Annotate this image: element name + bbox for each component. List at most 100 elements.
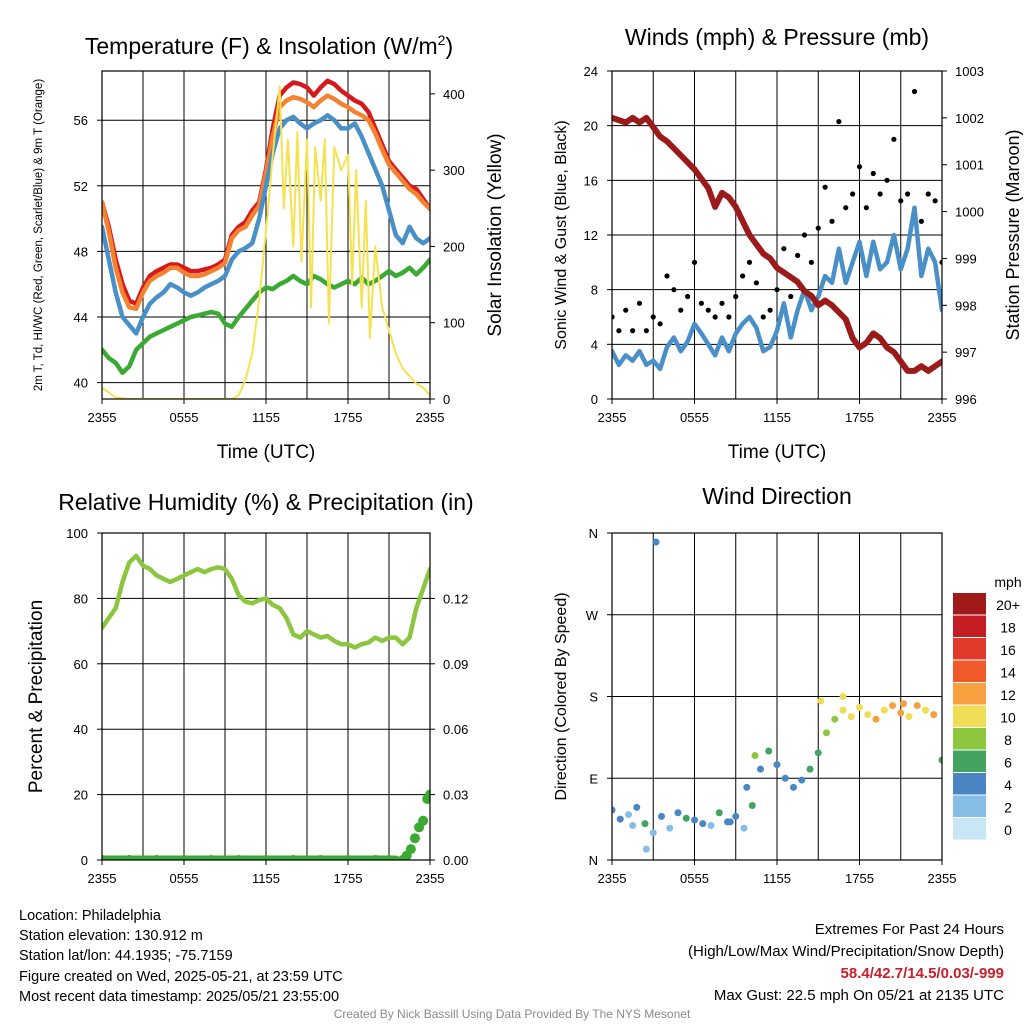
wind_gust-point [905,191,911,197]
wind_gust-point [630,328,636,334]
y-tick-label: N [589,526,598,541]
wind_speed-line [612,205,942,372]
x-tick-label: 1755 [334,410,363,425]
wind_gust-point [705,307,711,313]
temp_9m-line [102,93,430,312]
legend-swatch [953,795,986,817]
x-tick-label: 1155 [763,871,791,886]
solar-line [102,85,430,399]
x-tick-label: 0555 [170,410,199,425]
y-tick-label: N [589,853,598,868]
x-tick-label: 0555 [680,871,709,886]
y-tick-label: 8 [591,283,598,298]
direction-point [839,693,847,700]
direction-point [814,749,822,757]
y2-tick-label: 999 [955,251,977,266]
wind_gust-point [822,184,828,190]
direction-point [740,824,748,832]
extremes-subtitle: (High/Low/Max Wind/Precipitation/Snow De… [688,943,1004,960]
chart-title: Temperature (F) & Insolation (W/m2) [85,32,453,59]
y2-tick-label: 100 [443,316,465,331]
y2-tick-label: 1002 [955,111,984,126]
precip-point [418,815,429,826]
y-tick-label: 44 [74,310,88,325]
y-tick-label: 52 [74,179,88,194]
y-tick-label: 16 [584,173,598,188]
y-tick-label: 56 [74,113,88,128]
direction-point [839,706,847,714]
direction-point [642,845,650,853]
y-tick-label: 20 [74,788,88,803]
direction-point [612,806,616,814]
y2-tick-label: 0.12 [443,591,468,606]
direction-point [765,747,773,755]
direction-point [905,712,913,720]
wind_gust-point [795,252,801,259]
station-info: Location: Philadelphia Station elevation… [19,906,343,1007]
direction-point [798,776,806,784]
wind_gust-point [774,287,780,293]
y2-tick-label: 300 [443,163,465,178]
x-axis-label: Time (UTC) [217,442,316,463]
legend-swatch [953,818,986,840]
legend-swatch [953,773,986,795]
legend-swatch [953,728,986,750]
y-tick-label: 48 [74,244,88,259]
direction-point [889,702,896,710]
legend-label: 14 [1000,665,1016,681]
y-tick-label: 100 [66,526,88,541]
y2-tick-label: 1001 [955,158,984,173]
direction-point [823,729,830,737]
wind_gust-point [760,314,766,320]
wind_gust-point [636,300,643,306]
direction-point [641,820,649,828]
x-tick-label: 1755 [845,410,874,425]
y-tick-label: S [589,690,598,705]
y2-tick-label: 1003 [955,64,984,79]
wind_gust-point [856,164,863,170]
wind_gust-point [870,170,876,177]
y2-tick-label: 0 [443,392,450,407]
legend-label: 2 [1004,800,1012,816]
y2-tick-label: 0.09 [443,657,468,672]
direction-point [652,538,660,546]
most-recent-timestamp: Most recent data timestamp: 2025/05/21 2… [19,988,340,1005]
feels_like-line [102,113,430,336]
y-axis-label: Percent & Precipitation [26,600,47,793]
chart-title: Wind Direction [702,483,852,509]
y2-tick-label: 0.06 [443,722,468,737]
direction-point [732,812,740,820]
direction-point [864,711,872,719]
direction-point [633,803,641,811]
wind_gust-point [623,307,629,313]
wind_gust-point [712,314,718,320]
direction-point [847,712,855,720]
x-tick-label: 2355 [928,871,957,886]
y-tick-label: W [586,608,599,623]
wind_gust-point [698,300,704,306]
wind_gust-point [612,314,615,320]
y2-axis-label: Solar Insolation (Yellow) [485,133,506,336]
wind_gust-point [726,314,732,320]
wind_gust-point [733,293,739,300]
x-axis-label: Time (UTC) [728,442,827,463]
direction-point [743,783,751,791]
direction-point [880,706,888,714]
wind_gust-point [664,273,670,279]
wind_gust-point [671,287,677,293]
y2-tick-label: 997 [955,345,977,360]
x-tick-label: 2355 [416,871,445,886]
y-tick-label: 12 [584,228,598,243]
wind_gust-point [616,328,622,334]
x-tick-label: 2355 [416,410,445,425]
legend-label: 20+ [996,597,1020,613]
wind_gust-point [678,307,684,313]
direction-point [831,715,839,723]
y-tick-label: 80 [74,591,88,606]
wind_gust-point [781,246,787,252]
y-tick-label: 20 [584,119,598,134]
direction-point [715,809,723,817]
wind_gust-point [740,273,746,279]
direction-point [757,765,764,773]
